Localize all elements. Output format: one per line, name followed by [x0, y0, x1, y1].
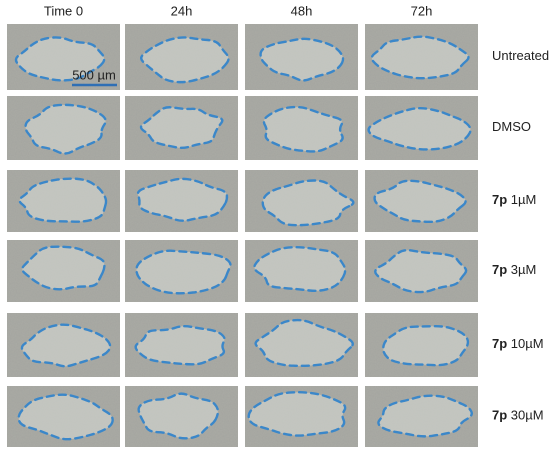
wound-area — [22, 246, 105, 290]
column-header: 72h — [411, 3, 433, 18]
column-header: 48h — [291, 3, 313, 18]
wound-outline — [370, 35, 470, 80]
wound-outline — [373, 179, 467, 224]
wound-area — [262, 180, 354, 226]
wound-area — [141, 37, 229, 83]
wound-outline — [140, 36, 230, 84]
wound-area — [141, 107, 223, 148]
wound-outline — [139, 106, 224, 150]
wound-area — [137, 178, 227, 221]
wound-outline — [261, 179, 355, 227]
wound-area — [21, 324, 111, 367]
micrograph — [365, 240, 478, 302]
wound-area — [383, 326, 468, 366]
compound-name: 7p — [492, 408, 507, 423]
wound-outline — [134, 324, 226, 366]
micrograph — [365, 96, 478, 160]
micrograph — [7, 313, 120, 377]
wound-area — [375, 250, 467, 293]
scale-bar-label: 500 µm — [72, 67, 116, 82]
wound-outline — [20, 323, 112, 368]
wound-outline — [135, 249, 232, 295]
wound-area — [248, 392, 346, 436]
wound-area — [19, 178, 107, 222]
micrograph — [7, 24, 120, 90]
wound-outline — [367, 106, 472, 151]
wound-area — [263, 107, 343, 152]
wound-area — [18, 394, 113, 440]
column-header: Time 0 — [44, 3, 83, 18]
wound-outline — [247, 391, 347, 437]
compound-name: 7p — [492, 192, 507, 207]
micrograph — [125, 170, 238, 232]
micrograph — [7, 386, 120, 447]
wound-outline — [137, 392, 220, 440]
micrograph — [125, 313, 238, 377]
wound-area — [138, 393, 218, 439]
row-label-text: DMSO — [492, 119, 531, 134]
row-label: Untreated — [492, 48, 549, 63]
row-label: 7p 10µM — [492, 336, 544, 351]
wound-area — [374, 180, 466, 222]
wound-area — [368, 108, 471, 150]
wound-area — [378, 395, 472, 437]
wound-outline — [136, 177, 229, 222]
wound-outline — [24, 103, 107, 155]
wound-area — [25, 104, 106, 154]
row-label: DMSO — [492, 119, 531, 134]
micrograph — [245, 24, 358, 90]
micrograph — [245, 170, 358, 232]
micrograph — [125, 96, 238, 160]
row-label: 7p 30µM — [492, 408, 544, 423]
micrograph — [245, 96, 358, 160]
wound-outline — [254, 318, 354, 368]
row-label: 7p 3µM — [492, 262, 536, 277]
micrograph — [365, 24, 478, 90]
wound-outline — [14, 36, 106, 82]
micrograph — [365, 313, 478, 377]
micrograph — [365, 170, 478, 232]
wound-area — [136, 250, 231, 294]
micrograph — [245, 313, 358, 377]
wound-outline — [377, 394, 473, 438]
micrograph — [245, 240, 358, 302]
row-label-text: Untreated — [492, 48, 549, 63]
wound-area — [255, 320, 353, 366]
wound-outline — [17, 393, 114, 441]
dose: 10µM — [507, 336, 543, 351]
micrograph — [245, 386, 358, 447]
wound-outline — [382, 324, 470, 367]
wound-outline — [18, 177, 108, 223]
micrograph — [365, 386, 478, 447]
wound-outline — [374, 249, 468, 294]
column-header: 24h — [171, 3, 193, 18]
compound-name: 7p — [492, 336, 507, 351]
row-label: 7p 1µM — [492, 192, 536, 207]
micrograph — [7, 240, 120, 302]
dose: 30µM — [507, 408, 543, 423]
micrograph — [125, 240, 238, 302]
micrograph — [125, 386, 238, 447]
micrograph — [125, 24, 238, 90]
wound-outline — [259, 37, 345, 82]
micrograph — [7, 96, 120, 160]
wound-outline — [253, 246, 347, 292]
wound-outline — [262, 105, 344, 153]
wound-area — [260, 38, 344, 81]
wound-outline — [21, 245, 106, 291]
dose: 3µM — [507, 262, 536, 277]
dose: 1µM — [507, 192, 536, 207]
micrograph — [7, 170, 120, 232]
wound-area — [16, 37, 105, 81]
wound-area — [135, 326, 225, 365]
wound-area — [254, 247, 346, 291]
wound-area — [371, 36, 469, 79]
compound-name: 7p — [492, 262, 507, 277]
